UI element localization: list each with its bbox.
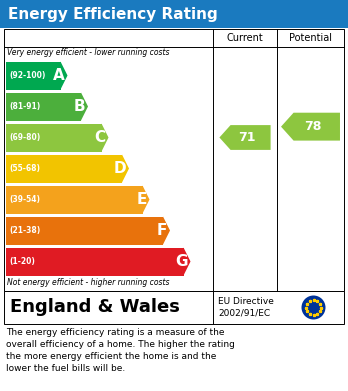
Polygon shape (281, 113, 340, 141)
Text: Energy Efficiency Rating: Energy Efficiency Rating (8, 7, 218, 22)
Polygon shape (163, 217, 170, 244)
Polygon shape (81, 93, 88, 120)
Polygon shape (102, 124, 109, 151)
Text: (39-54): (39-54) (9, 195, 40, 204)
Text: 71: 71 (238, 131, 255, 144)
Text: Current: Current (227, 33, 263, 43)
Bar (6, 93, 81, 120)
Bar (6, 248, 183, 276)
Text: 2002/91/EC: 2002/91/EC (218, 309, 270, 318)
Text: The energy efficiency rating is a measure of the
overall efficiency of a home. T: The energy efficiency rating is a measur… (6, 328, 235, 373)
Text: (55-68): (55-68) (9, 164, 40, 173)
Text: (69-80): (69-80) (9, 133, 40, 142)
Polygon shape (122, 154, 129, 183)
Bar (6, 185, 142, 213)
Text: D: D (113, 161, 126, 176)
Text: Very energy efficient - lower running costs: Very energy efficient - lower running co… (7, 48, 169, 57)
Text: C: C (94, 130, 105, 145)
Text: (92-100): (92-100) (9, 71, 45, 80)
Text: EU Directive: EU Directive (218, 297, 274, 306)
Text: (21-38): (21-38) (9, 226, 40, 235)
Text: England & Wales: England & Wales (10, 298, 180, 316)
Circle shape (301, 296, 325, 319)
Text: B: B (73, 99, 85, 114)
Bar (6, 154, 122, 183)
Polygon shape (61, 61, 68, 90)
Bar (0, 0, 348, 28)
Bar (6, 217, 163, 244)
Text: 78: 78 (304, 120, 321, 133)
Text: F: F (157, 223, 167, 238)
Bar (6, 124, 102, 151)
Text: Potential: Potential (289, 33, 332, 43)
Bar (6, 61, 61, 90)
Bar (4, 29, 344, 291)
Text: (81-91): (81-91) (9, 102, 40, 111)
Text: (1-20): (1-20) (9, 257, 35, 266)
Text: Not energy efficient - higher running costs: Not energy efficient - higher running co… (7, 278, 169, 287)
Polygon shape (183, 248, 190, 276)
Polygon shape (142, 185, 150, 213)
Text: A: A (53, 68, 64, 83)
Bar (4, 291, 344, 324)
Text: E: E (136, 192, 147, 207)
Text: G: G (175, 254, 188, 269)
Polygon shape (219, 125, 271, 150)
